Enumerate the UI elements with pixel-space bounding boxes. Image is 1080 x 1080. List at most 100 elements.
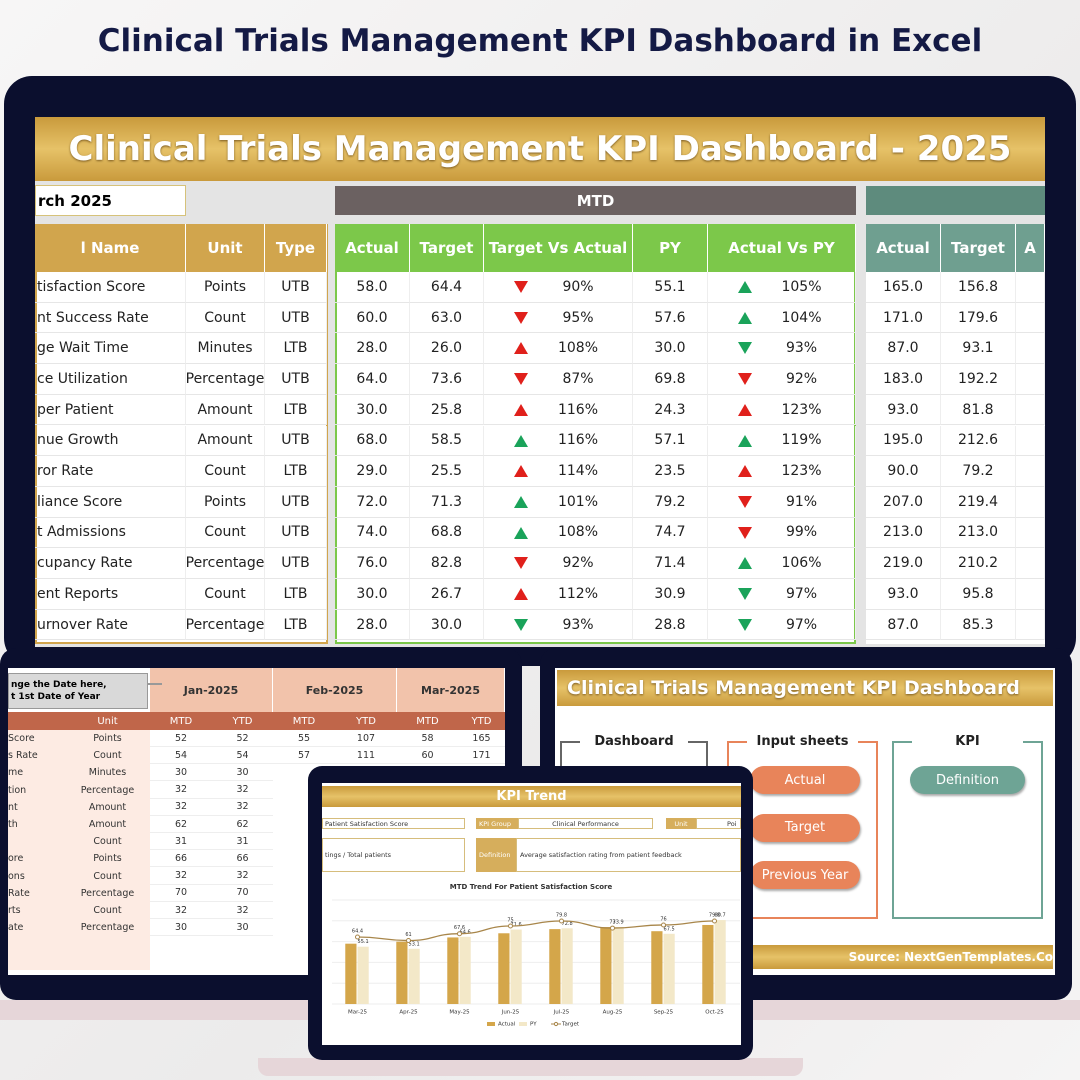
actual-vs-py: 105% (708, 272, 856, 303)
ytd-target: 156.8 (941, 272, 1016, 303)
value-label: 75 (507, 918, 513, 924)
mtd-actual: 74.0 (335, 517, 410, 549)
page-title: Clinical Trials Management KPI Dashboard… (97, 23, 983, 59)
bar (498, 933, 510, 1004)
ytd-actual: 90.0 (866, 456, 941, 487)
bar (408, 948, 420, 1004)
arrow-down (514, 281, 528, 293)
arrow-up (738, 311, 752, 324)
value: 31 (212, 833, 273, 851)
target-marker (457, 931, 462, 937)
bar (549, 929, 561, 1004)
actual-vs-py: 104% (708, 302, 856, 334)
py: 30.0 (633, 333, 708, 365)
value-label: 76 (660, 916, 666, 922)
ytd-actual: 171.0 (866, 302, 941, 334)
kpi-name: ror Rate (35, 456, 186, 487)
column-header: Actual (866, 224, 941, 272)
target-marker (406, 938, 411, 944)
value: 111 (335, 747, 397, 765)
unit: Points (186, 486, 265, 518)
arrow-up (514, 403, 528, 416)
ytd-cell (1016, 456, 1045, 487)
mtd-target: 68.8 (410, 517, 484, 549)
arrow-up (514, 588, 528, 600)
home-banner: Clinical Trials Management KPI Dashboard (557, 670, 1053, 706)
field: Clinical Performance (518, 818, 653, 829)
arrow-up (738, 434, 752, 447)
actual-vs-py: 97% (708, 609, 856, 641)
ytd-actual: 87.0 (866, 609, 941, 641)
type: UTB (265, 425, 327, 457)
mtd-target: 58.5 (410, 425, 484, 457)
target-vs-actual: 93% (484, 609, 633, 641)
banner: Clinical Trials Management KPI Dashboard… (35, 117, 1045, 181)
value: 165 (458, 730, 505, 747)
button: Target (750, 813, 860, 842)
value: 52 (150, 730, 212, 747)
ytd-cell (1016, 548, 1045, 579)
kpi-name: cupancy Rate (35, 548, 186, 579)
mtd-target: 25.8 (410, 394, 484, 426)
actual-vs-py: 106% (708, 548, 856, 579)
kpi-name: nue Growth (35, 425, 186, 457)
bar (345, 943, 357, 1004)
laptop-base (258, 1058, 803, 1076)
mtd-target: 71.3 (410, 486, 484, 518)
mtd-actual: 60.0 (335, 302, 410, 334)
ytd-cell (1016, 579, 1045, 610)
x-tick-label: Jul-25 (553, 1010, 570, 1016)
arrow-down (514, 311, 528, 324)
unit: Count (186, 302, 265, 334)
value: 32 (212, 799, 273, 816)
value: 32 (150, 799, 212, 816)
x-tick-label: Apr-25 (399, 1010, 418, 1016)
ytd-target: 192.2 (941, 364, 1016, 395)
unit: Points (93, 853, 122, 865)
x-tick-label: Sep-25 (654, 1010, 674, 1016)
field: Average satisfaction rating from patient… (516, 838, 741, 872)
arrow-down (738, 526, 752, 539)
mtd-actual: 58.0 (335, 272, 410, 303)
unit: Count (93, 836, 122, 848)
py: 24.3 (633, 394, 708, 426)
x-tick-label: Aug-25 (603, 1010, 623, 1016)
target-vs-actual: 112% (484, 579, 633, 610)
mtd-target: 82.8 (410, 548, 484, 579)
mtd-actual: 64.0 (335, 364, 410, 395)
sub-header: MTD (292, 715, 316, 727)
sub-header: MTD (416, 715, 439, 727)
value-label: 72.8 (562, 921, 573, 927)
ytd-target: 213.0 (941, 517, 1016, 549)
py: 57.6 (633, 302, 708, 334)
column-header: A (1016, 224, 1045, 272)
kpi-name: s Rate (8, 750, 38, 762)
month-header: Mar-2025 (397, 668, 505, 712)
target-vs-actual: 116% (484, 394, 633, 426)
value: 32 (150, 868, 212, 885)
target-marker (355, 934, 360, 940)
value: 57 (273, 747, 335, 765)
value-label: 67.6 (454, 925, 465, 931)
arrow-down (738, 495, 752, 508)
value: 30 (212, 764, 273, 782)
bar (663, 933, 675, 1004)
legend-swatch (519, 1022, 527, 1026)
ytd-actual: 87.0 (866, 333, 941, 365)
table-left (35, 224, 328, 645)
ytd-target: 95.8 (941, 579, 1016, 610)
mtd-actual: 30.0 (335, 579, 410, 610)
bar (612, 927, 624, 1004)
ytd-target: 179.6 (941, 302, 1016, 334)
ytd-cell (1016, 609, 1045, 641)
kpi-name: ent Reports (35, 579, 186, 610)
type: LTB (265, 333, 327, 365)
sub-header: YTD (356, 715, 376, 727)
py: 79.2 (633, 486, 708, 518)
sub-header-bg (8, 712, 505, 730)
kpi-name: ate (8, 922, 24, 934)
ytd-cell (1016, 425, 1045, 457)
ytd-header (866, 186, 1045, 215)
unit: Count (93, 750, 122, 762)
kpi-name: ons (8, 870, 25, 882)
